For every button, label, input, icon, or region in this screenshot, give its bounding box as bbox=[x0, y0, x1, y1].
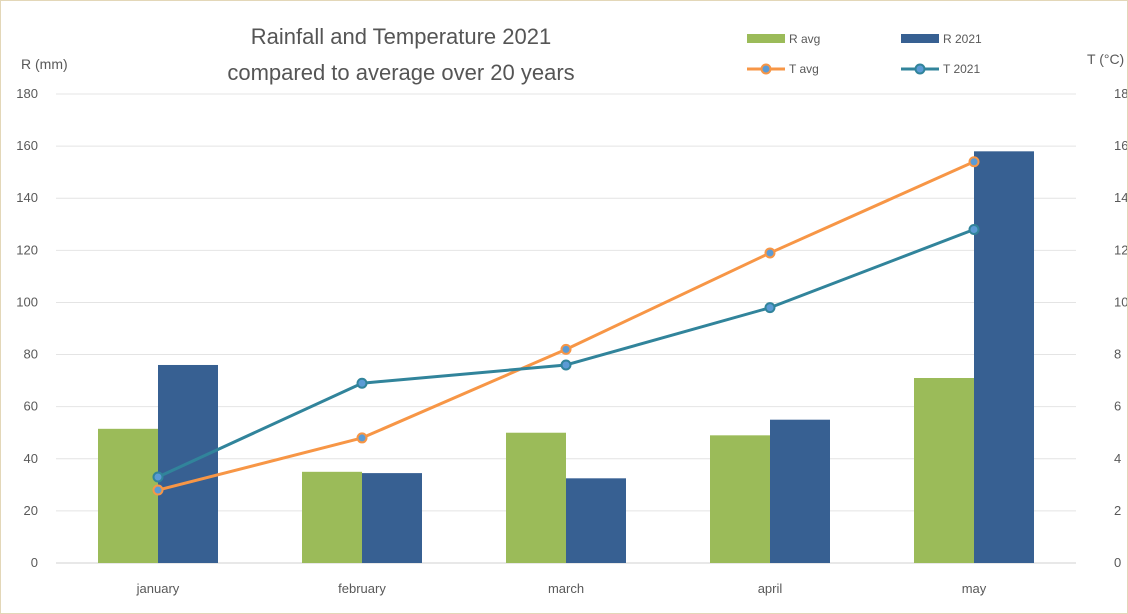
y2-tick-label: 16 bbox=[1114, 138, 1127, 153]
tick-labels: 0 20 40 60 80 100 120 140 160 180 0 2 4 6 8 10 12 14 16 18 j… bbox=[16, 86, 1127, 596]
x-tick-label: april bbox=[758, 581, 783, 596]
y2-tick-label: 14 bbox=[1114, 190, 1127, 205]
y-tick-label: 120 bbox=[16, 242, 38, 257]
legend-marker-t-avg bbox=[760, 63, 772, 75]
x-tick-label: may bbox=[962, 581, 987, 596]
y-tick-label: 140 bbox=[16, 190, 38, 205]
y-tick-label: 180 bbox=[16, 86, 38, 101]
point-t-2021-april bbox=[764, 302, 776, 314]
y-tick-label: 40 bbox=[24, 451, 38, 466]
bar-r-avg-january bbox=[98, 428, 158, 563]
legend-marker-t-2021 bbox=[914, 63, 926, 75]
bar-r-2021-march bbox=[566, 478, 626, 563]
point-t-2021-march bbox=[560, 359, 572, 371]
legend-label-t-2021: T 2021 bbox=[943, 62, 980, 76]
y-axis-label: R (mm) bbox=[21, 56, 68, 72]
point-t-avg-january bbox=[152, 484, 164, 496]
y2-tick-label: 10 bbox=[1114, 294, 1127, 309]
legend-label-t-avg: T avg bbox=[789, 62, 819, 76]
y2-tick-label: 6 bbox=[1114, 399, 1121, 414]
bar-r-2021-february bbox=[362, 473, 422, 563]
point-t-avg-march bbox=[560, 343, 572, 355]
y-tick-label: 20 bbox=[24, 503, 38, 518]
y2-tick-label: 2 bbox=[1114, 503, 1121, 518]
legend-label-r-avg: R avg bbox=[789, 32, 820, 46]
point-t-2021-may bbox=[968, 223, 980, 235]
point-t-avg-may bbox=[968, 156, 980, 168]
bar-r-avg-march bbox=[506, 432, 566, 563]
x-tick-label: january bbox=[136, 581, 180, 596]
x-tick-label: february bbox=[338, 581, 386, 596]
y-tick-label: 100 bbox=[16, 294, 38, 309]
point-t-avg-february bbox=[356, 432, 368, 444]
y-tick-label: 160 bbox=[16, 138, 38, 153]
y2-tick-label: 4 bbox=[1114, 451, 1121, 466]
legend: R avg R 2021 T avg T 2021 bbox=[747, 32, 982, 76]
point-t-2021-february bbox=[356, 377, 368, 389]
bar-r-avg-february bbox=[302, 471, 362, 563]
line-series bbox=[152, 156, 980, 496]
y2-tick-label: 18 bbox=[1114, 86, 1127, 101]
y-tick-label: 80 bbox=[24, 347, 38, 362]
legend-swatch-r-avg bbox=[747, 34, 785, 43]
bar-r-2021-may bbox=[974, 151, 1034, 564]
x-tick-label: march bbox=[548, 581, 584, 596]
bar-r-2021-april bbox=[770, 419, 830, 563]
point-t-2021-january bbox=[152, 471, 164, 483]
legend-label-r-2021: R 2021 bbox=[943, 32, 982, 46]
y2-axis-label: T (°C) bbox=[1087, 51, 1124, 67]
y2-tick-label: 0 bbox=[1114, 555, 1121, 570]
legend-swatch-r-2021 bbox=[901, 34, 939, 43]
y-tick-label: 60 bbox=[24, 399, 38, 414]
chart-subtitle: compared to average over 20 years bbox=[227, 60, 574, 85]
bar-r-avg-april bbox=[710, 435, 770, 563]
chart-title: Rainfall and Temperature 2021 bbox=[251, 24, 551, 49]
point-t-avg-april bbox=[764, 247, 776, 259]
bar-r-avg-may bbox=[914, 378, 974, 563]
y2-tick-label: 8 bbox=[1114, 347, 1121, 362]
y-tick-label: 0 bbox=[31, 555, 38, 570]
bar-series bbox=[98, 151, 1034, 564]
y2-tick-label: 12 bbox=[1114, 242, 1127, 257]
